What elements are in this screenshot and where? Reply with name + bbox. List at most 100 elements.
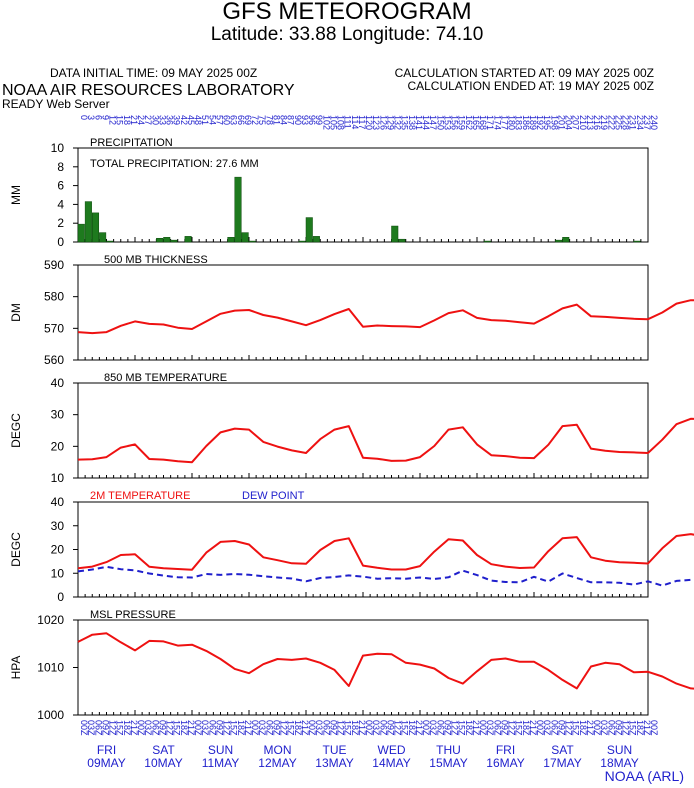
- utc-hour-label: 12Z: [165, 720, 175, 736]
- dewpoint-line: [77, 565, 694, 587]
- forecast-hour-label: 222: [606, 115, 616, 130]
- utc-hour-label: 15Z: [400, 720, 410, 736]
- utc-hour-label: 21Z: [471, 720, 481, 736]
- precip-bar: [106, 240, 114, 243]
- precip-bar: [555, 239, 563, 243]
- forecast-hour-label: 153: [442, 115, 452, 130]
- forecast-hour-label: 195: [542, 115, 552, 130]
- day-name-label: SUN: [208, 743, 233, 757]
- day-name-label: SAT: [551, 743, 574, 757]
- day-date-label: 16MAY: [486, 756, 524, 770]
- utc-hour-label: 18Z: [464, 720, 474, 736]
- forecast-hour-label: 114: [350, 115, 360, 129]
- day-date-label: 11MAY: [202, 756, 240, 770]
- utc-hour-label: 18Z: [407, 720, 417, 736]
- forecast-hour-label: 66: [236, 115, 246, 125]
- y-axis-label: DM: [9, 303, 23, 322]
- utc-hour-label: 21Z: [129, 720, 139, 736]
- day-date-label: 10MAY: [144, 756, 182, 770]
- panel-2: 560 570 580 590 DM 500 MB THICKNESS: [9, 254, 694, 367]
- forecast-hour-label: 3: [86, 115, 96, 120]
- forecast-hour-label: 78: [264, 115, 274, 125]
- forecast-hour-label: 228: [621, 115, 631, 130]
- utc-hour-label: 00Z: [478, 720, 488, 736]
- forecast-hour-label: 204: [564, 115, 574, 130]
- precip-bar: [391, 225, 399, 243]
- forecast-hour-label: 159: [457, 115, 467, 130]
- day-date-label: 17MAY: [543, 756, 581, 770]
- y-tick-label: 30: [51, 408, 65, 422]
- forecast-hour-label: 87: [286, 115, 296, 125]
- legend-dewpoint: DEW POINT: [242, 490, 305, 502]
- y-tick-label: 580: [44, 290, 64, 304]
- precip-bar: [305, 217, 313, 243]
- y-tick-label: 20: [51, 439, 65, 453]
- utc-hour-label: 06Z: [321, 720, 331, 736]
- forecast-hour-label: 219: [599, 115, 609, 130]
- utc-hour-label: 18Z: [293, 720, 303, 736]
- forecast-hour-label: 231: [628, 115, 638, 130]
- utc-hour-label: 09Z: [613, 720, 623, 736]
- y-tick-label: 0: [57, 590, 64, 604]
- utc-hour-label: 15Z: [628, 720, 638, 736]
- utc-hour-label: 18Z: [179, 720, 189, 736]
- forecast-hour-label: 171: [485, 115, 495, 130]
- utc-hour-label: 15Z: [286, 720, 296, 736]
- legend-temperature: 2M TEMPERATURE: [90, 490, 190, 502]
- day-name-label: SAT: [152, 743, 175, 757]
- forecast-hour-label: 99: [314, 115, 324, 125]
- day-date-label: 12MAY: [258, 756, 296, 770]
- forecast-hour-label: 150: [435, 115, 445, 130]
- utc-hour-label: 06Z: [207, 720, 217, 736]
- forecast-hour-label: 69: [243, 115, 253, 125]
- forecast-hour-label: 123: [371, 115, 381, 130]
- utc-hour-label: 15Z: [115, 720, 125, 736]
- utc-hour-label: 03Z: [257, 720, 267, 736]
- utc-hour-label: 12Z: [621, 720, 631, 736]
- y-tick-label: 590: [44, 258, 64, 272]
- utc-hour-label: 21Z: [585, 720, 595, 736]
- forecast-hour-label: 207: [571, 115, 581, 130]
- forecast-hour-label: 213: [585, 115, 595, 130]
- credit-label: NOAA (ARL): [604, 768, 684, 784]
- panel-4: 0 10 20 30 40 DEGC 2M TEMPERATURE DEW POINT: [9, 490, 694, 604]
- utc-hour-label: 03Z: [485, 720, 495, 736]
- utc-hour-label: 18Z: [236, 720, 246, 736]
- y-tick-label: 4: [57, 197, 64, 211]
- day-date-label: 09MAY: [87, 756, 125, 770]
- utc-hour-label: 00Z: [250, 720, 260, 736]
- utc-hour-label: 18Z: [521, 720, 531, 736]
- precip-bar: [227, 237, 235, 243]
- forecast-hour-label: 9: [100, 115, 110, 120]
- utc-hour-label: 09Z: [214, 720, 224, 736]
- precip-bar: [170, 239, 178, 243]
- utc-hour-label: 15Z: [514, 720, 524, 736]
- utc-hour-label: 09Z: [385, 720, 395, 736]
- forecast-hour-label: 132: [393, 115, 403, 130]
- y-tick-label: 1000: [37, 708, 64, 722]
- forecast-hour-label: 180: [507, 115, 517, 130]
- utc-hour-label: 12Z: [222, 720, 232, 736]
- y-tick-label: 40: [51, 376, 65, 390]
- utc-hour-label: 18Z: [635, 720, 645, 736]
- y-tick-label: 560: [44, 353, 64, 367]
- precip-bar: [77, 223, 85, 243]
- utc-hour-label: 21Z: [414, 720, 424, 736]
- day-name-label: MON: [264, 743, 292, 757]
- forecast-hour-label: 240: [649, 115, 659, 130]
- y-tick-label: 10: [51, 471, 65, 485]
- precip-bar: [156, 237, 164, 243]
- utc-hour-label: 06Z: [549, 720, 559, 736]
- precip-bar: [298, 240, 306, 243]
- forecast-hour-label: 96: [307, 115, 317, 125]
- panel-title: MSL PRESSURE: [90, 609, 176, 621]
- utc-hour-label: 03Z: [371, 720, 381, 736]
- utc-hour-label: 21Z: [528, 720, 538, 736]
- panel-5: 1000 1010 1020 HPA MSL PRESSURE: [9, 609, 694, 722]
- day-name-label: FRI: [97, 743, 116, 757]
- utc-hour-label: 09Z: [100, 720, 110, 736]
- utc-hour-label: 00Z: [193, 720, 203, 736]
- lab-name: NOAA AIR RESOURCES LABORATORY: [2, 82, 295, 99]
- forecast-hour-label: 84: [279, 115, 289, 125]
